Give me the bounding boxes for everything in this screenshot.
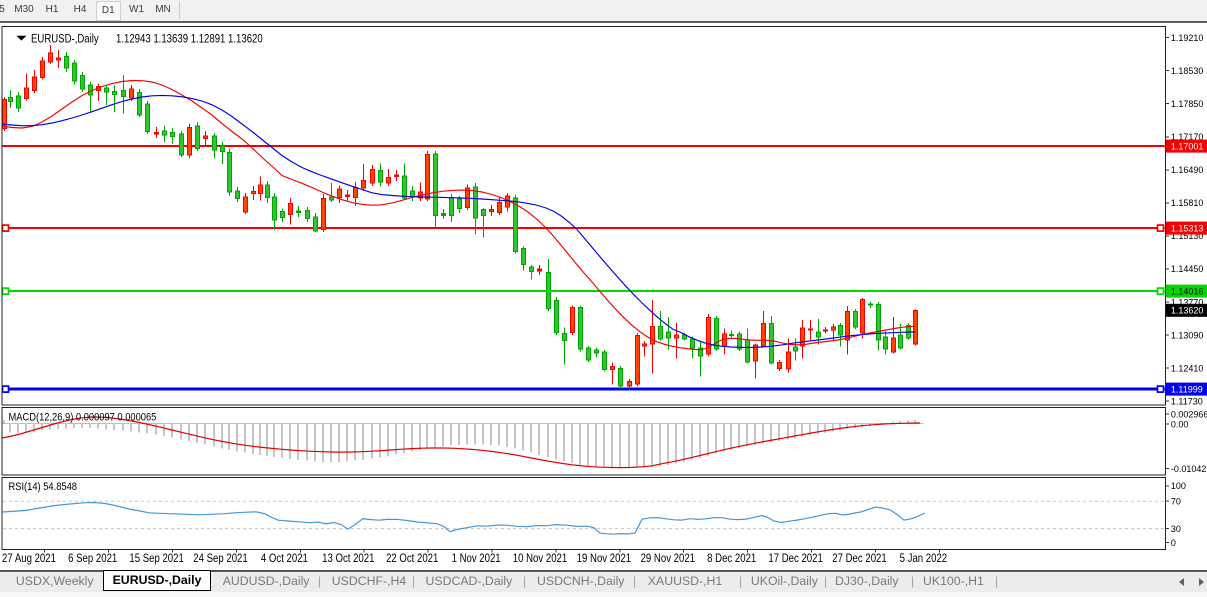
svg-text:1.17001: 1.17001 [1171,141,1204,151]
svg-text:4 Oct 2021: 4 Oct 2021 [261,552,308,565]
svg-text:10 Nov 2021: 10 Nov 2021 [513,552,567,565]
svg-text:19 Nov 2021: 19 Nov 2021 [577,552,631,565]
svg-text:0: 0 [1171,538,1176,548]
svg-text:1.15313: 1.15313 [1171,223,1204,233]
svg-text:0.00: 0.00 [1171,419,1189,429]
svg-text:70: 70 [1171,497,1181,507]
svg-text:15 Sep 2021: 15 Sep 2021 [129,552,183,565]
svg-text:1.12943 1.13639 1.12891 1.1362: 1.12943 1.13639 1.12891 1.13620 [116,32,263,45]
svg-text:1.15130: 1.15130 [1171,231,1204,241]
svg-text:1 Nov 2021: 1 Nov 2021 [452,552,501,565]
svg-text:100: 100 [1171,481,1186,491]
svg-text:1.19210: 1.19210 [1171,33,1204,43]
svg-text:1.13770: 1.13770 [1171,297,1204,307]
svg-text:8 Dec 2021: 8 Dec 2021 [707,552,756,565]
svg-text:EURUSD-,Daily: EURUSD-,Daily [31,32,99,45]
svg-text:1.15810: 1.15810 [1171,198,1204,208]
svg-text:MACD(12,26,9) 0.000097 0.00006: MACD(12,26,9) 0.000097 0.000065 [9,412,157,424]
svg-text:30: 30 [1171,524,1181,534]
svg-text:27 Aug 2021: 27 Aug 2021 [2,552,56,565]
svg-text:1.16490: 1.16490 [1171,165,1204,175]
svg-text:RSI(14) 54.8548: RSI(14) 54.8548 [9,481,78,493]
svg-text:1.17170: 1.17170 [1171,132,1204,142]
svg-text:0.002966: 0.002966 [1171,409,1207,419]
svg-text:-0.010422: -0.010422 [1171,464,1207,474]
svg-text:1.18530: 1.18530 [1171,66,1204,76]
svg-text:1.14016: 1.14016 [1171,286,1204,296]
svg-text:29 Nov 2021: 29 Nov 2021 [641,552,695,565]
svg-text:1.17850: 1.17850 [1171,99,1204,109]
svg-text:1.11999: 1.11999 [1171,384,1203,394]
svg-text:27 Dec 2021: 27 Dec 2021 [832,552,886,565]
svg-text:1.14450: 1.14450 [1171,264,1204,274]
svg-text:13 Oct 2021: 13 Oct 2021 [322,552,374,565]
svg-text:22 Oct 2021: 22 Oct 2021 [386,552,438,565]
svg-text:1.13090: 1.13090 [1171,330,1204,340]
svg-text:17 Dec 2021: 17 Dec 2021 [768,552,822,565]
svg-text:1.13620: 1.13620 [1171,306,1204,316]
svg-text:24 Sep 2021: 24 Sep 2021 [193,552,247,565]
svg-text:1.11730: 1.11730 [1171,396,1203,406]
svg-text:1.12410: 1.12410 [1171,363,1204,373]
svg-text:5 Jan 2022: 5 Jan 2022 [900,552,947,565]
svg-text:6 Sep 2021: 6 Sep 2021 [68,552,117,565]
